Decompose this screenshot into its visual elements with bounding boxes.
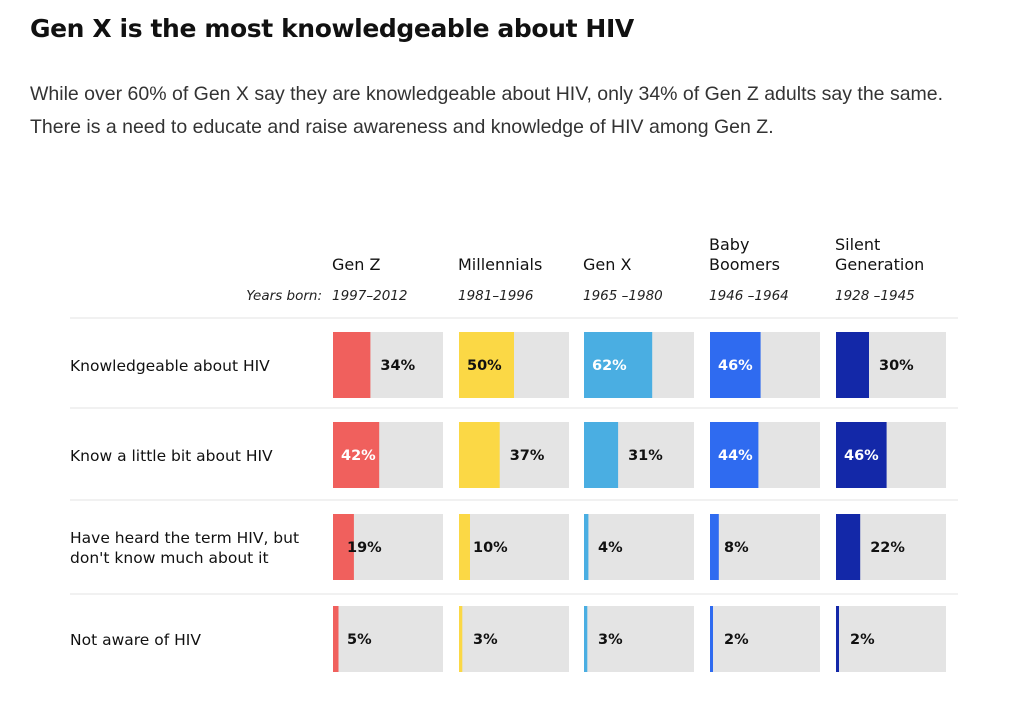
bar bbox=[836, 332, 869, 398]
bar bbox=[333, 422, 380, 488]
data-label: 22% bbox=[870, 540, 905, 556]
generation-name: Gen Z bbox=[332, 255, 380, 274]
bar bbox=[584, 422, 619, 488]
generation-name: Millennials bbox=[458, 255, 542, 274]
bar-background bbox=[836, 606, 946, 672]
data-label: 8% bbox=[724, 540, 749, 556]
data-label: 31% bbox=[628, 448, 663, 464]
category-label: Not aware of HIV bbox=[70, 631, 201, 649]
data-label: 2% bbox=[724, 632, 749, 648]
bar-background bbox=[710, 606, 820, 672]
data-label: 37% bbox=[510, 448, 545, 464]
data-label: 50% bbox=[467, 358, 502, 374]
category-label: don't know much about it bbox=[70, 549, 269, 567]
data-label: 4% bbox=[598, 540, 623, 556]
data-label: 3% bbox=[598, 632, 623, 648]
data-label: 34% bbox=[380, 358, 415, 374]
bar bbox=[836, 606, 839, 672]
generation-name: Boomers bbox=[709, 255, 780, 274]
bar bbox=[333, 332, 371, 398]
data-label: 19% bbox=[347, 540, 382, 556]
chart-title: Gen X is the most knowledgeable about HI… bbox=[30, 14, 634, 43]
bar bbox=[333, 606, 339, 672]
bar bbox=[459, 514, 470, 580]
generation-name: Gen X bbox=[583, 255, 631, 274]
bar bbox=[710, 332, 761, 398]
bar-background bbox=[333, 606, 443, 672]
bar bbox=[710, 514, 719, 580]
data-label: 42% bbox=[341, 448, 376, 464]
bar bbox=[459, 332, 514, 398]
bar bbox=[333, 514, 354, 580]
bar bbox=[710, 606, 713, 672]
years-born-label: Years born: bbox=[246, 288, 322, 304]
bar bbox=[459, 606, 463, 672]
bar bbox=[836, 422, 887, 488]
generation-name: Silent bbox=[835, 235, 880, 254]
bar-background bbox=[459, 514, 569, 580]
data-label: 3% bbox=[473, 632, 498, 648]
subtitle-line-1: While over 60% of Gen X say they are kno… bbox=[30, 83, 944, 105]
data-label: 10% bbox=[473, 540, 508, 556]
category-label: Have heard the term HIV, but bbox=[70, 529, 299, 547]
data-label: 2% bbox=[850, 632, 875, 648]
generation-years: 1928 –1945 bbox=[835, 288, 915, 304]
chart-subtitle: While over 60% of Gen X say they are kno… bbox=[30, 78, 1010, 144]
generation-name: Baby bbox=[709, 235, 749, 254]
data-label: 30% bbox=[879, 358, 914, 374]
generation-name: Generation bbox=[835, 255, 924, 274]
bar bbox=[584, 514, 589, 580]
subtitle-line-2: There is a need to educate and raise awa… bbox=[30, 116, 774, 138]
generation-years: 1965 –1980 bbox=[583, 288, 663, 304]
bar bbox=[459, 422, 500, 488]
data-label: 62% bbox=[592, 358, 627, 374]
bar-background bbox=[584, 514, 694, 580]
generation-years: 1981–1996 bbox=[458, 288, 533, 304]
bar bbox=[584, 332, 653, 398]
data-label: 44% bbox=[718, 448, 753, 464]
category-label: Knowledgeable about HIV bbox=[70, 357, 270, 375]
data-label: 5% bbox=[347, 632, 372, 648]
bar bbox=[710, 422, 759, 488]
bar-background bbox=[584, 606, 694, 672]
generation-years: 1997–2012 bbox=[332, 288, 407, 304]
bar-background bbox=[459, 606, 569, 672]
generation-years: 1946 –1964 bbox=[709, 288, 789, 304]
data-label: 46% bbox=[718, 358, 753, 374]
category-label: Know a little bit about HIV bbox=[70, 447, 273, 465]
data-label: 46% bbox=[844, 448, 879, 464]
bar bbox=[836, 514, 861, 580]
bar bbox=[584, 606, 588, 672]
bar-background bbox=[710, 514, 820, 580]
